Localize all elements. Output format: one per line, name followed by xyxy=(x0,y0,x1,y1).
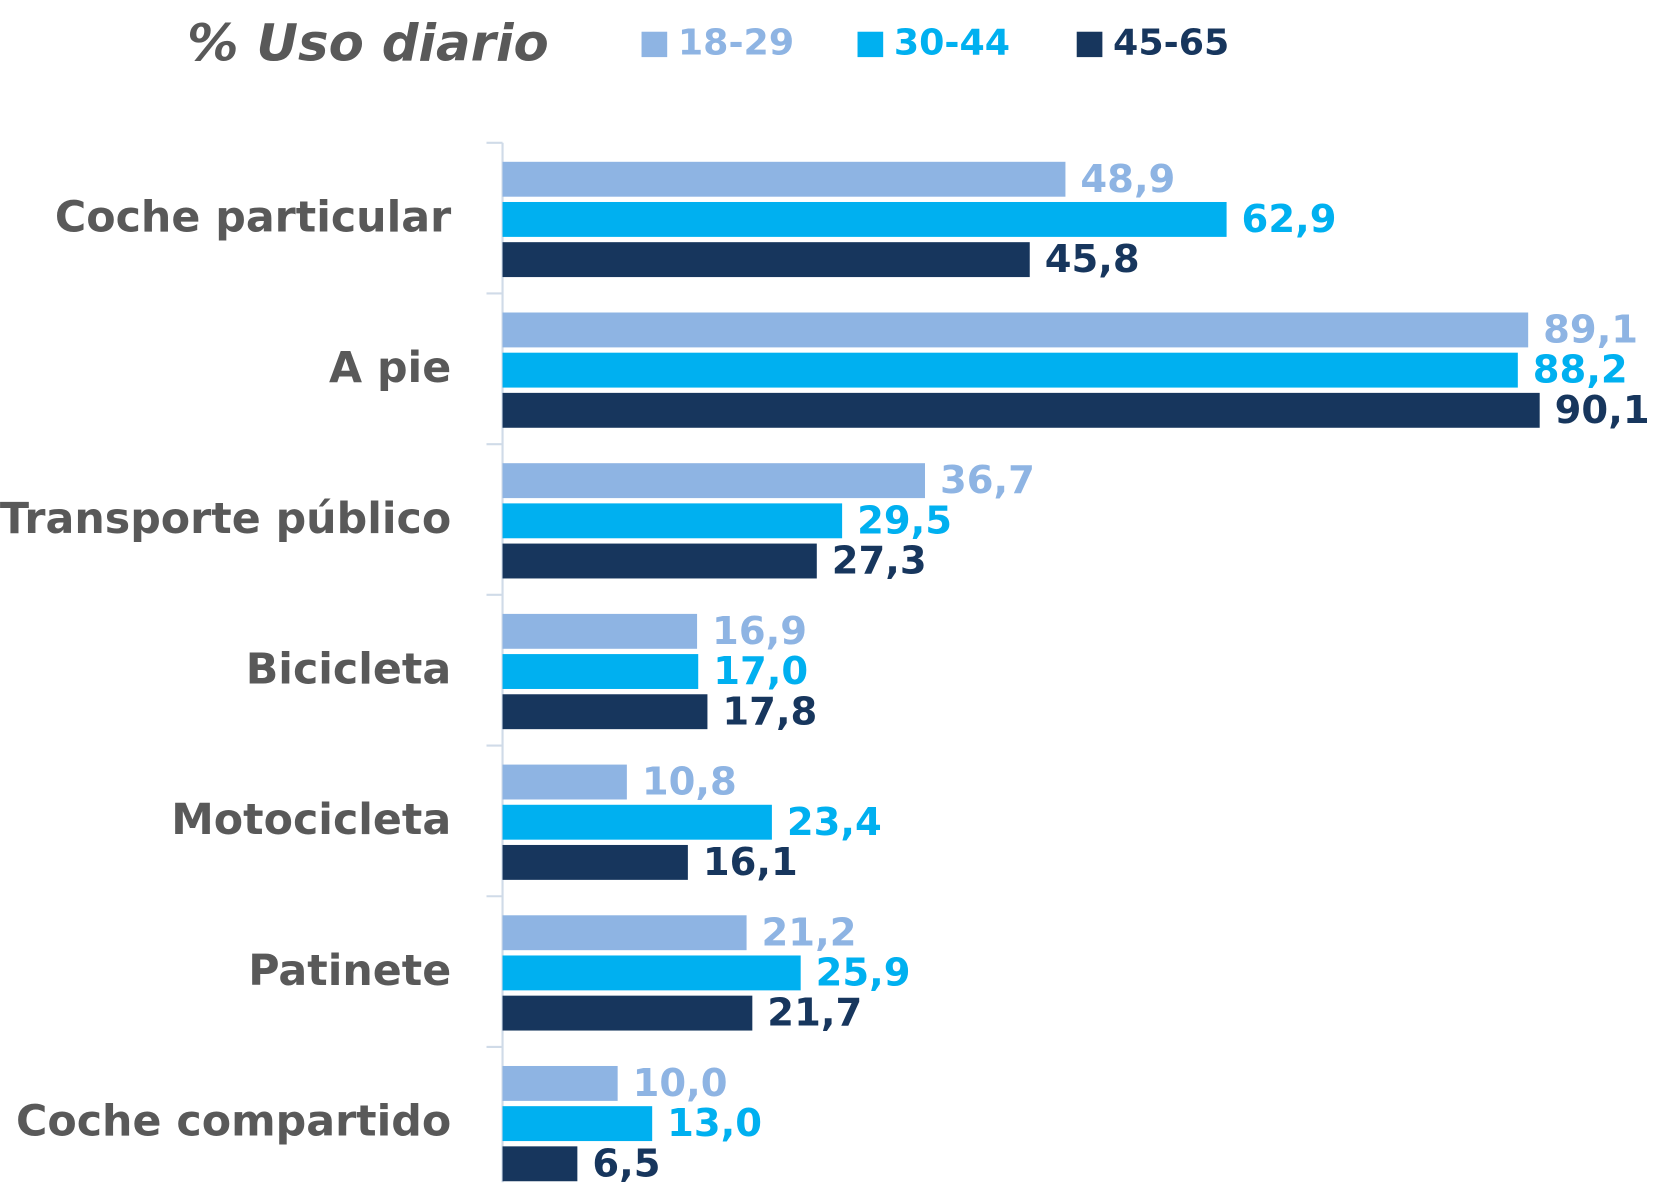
value-label: 13,0 xyxy=(667,1101,762,1146)
bar xyxy=(502,463,925,499)
y-tick-label: Patinete xyxy=(248,947,451,996)
chart-title: % Uso diario xyxy=(187,15,549,74)
bar xyxy=(502,392,1540,428)
value-label: 62,9 xyxy=(1242,197,1337,242)
value-label: 48,9 xyxy=(1080,157,1175,202)
value-label: 16,9 xyxy=(712,609,807,654)
bar xyxy=(502,543,817,579)
value-label: 21,2 xyxy=(762,910,857,955)
value-label: 89,1 xyxy=(1543,308,1638,353)
legend-label: 30-44 xyxy=(894,21,1010,64)
bar xyxy=(502,613,698,649)
legend-swatch xyxy=(641,31,668,58)
y-tick-label: Coche compartido xyxy=(16,1098,451,1147)
value-label: 17,8 xyxy=(722,689,817,734)
bar xyxy=(502,804,772,840)
legend-swatch xyxy=(1076,31,1103,58)
legend-label: 45-65 xyxy=(1113,21,1229,64)
bar xyxy=(502,915,747,951)
bar xyxy=(502,764,627,800)
bar xyxy=(502,654,699,689)
value-label: 21,7 xyxy=(767,991,862,1036)
value-label: 36,7 xyxy=(940,458,1035,503)
value-label: 88,2 xyxy=(1533,348,1628,393)
bar xyxy=(502,161,1066,197)
bar xyxy=(502,844,688,880)
value-label: 23,4 xyxy=(787,800,882,845)
value-label: 6,5 xyxy=(592,1142,660,1187)
bar xyxy=(502,694,708,730)
legend-label: 18-29 xyxy=(678,21,794,64)
bar xyxy=(502,201,1227,237)
legend-swatch xyxy=(857,31,884,58)
bar xyxy=(502,242,1030,278)
y-tick-label: Transporte público xyxy=(0,495,451,544)
y-tick-label: Coche particular xyxy=(55,194,451,243)
bar xyxy=(502,995,753,1031)
bar xyxy=(502,955,801,991)
bar xyxy=(502,1146,578,1182)
bar xyxy=(502,503,843,539)
bar xyxy=(502,312,1529,348)
value-label: 10,0 xyxy=(633,1061,728,1106)
bar xyxy=(502,1106,653,1142)
y-tick-label: A pie xyxy=(329,344,451,393)
value-label: 29,5 xyxy=(857,499,952,544)
value-label: 17,0 xyxy=(713,649,808,694)
y-tick-label: Motocicleta xyxy=(171,796,451,845)
value-label: 27,3 xyxy=(832,539,927,584)
value-label: 16,1 xyxy=(703,840,798,885)
value-label: 25,9 xyxy=(816,951,911,996)
bar xyxy=(502,1065,618,1101)
value-label: 45,8 xyxy=(1045,237,1140,282)
value-label: 10,8 xyxy=(642,760,737,805)
y-tick-label: Bicicleta xyxy=(246,646,452,695)
bar xyxy=(502,352,1518,388)
value-label: 90,1 xyxy=(1555,388,1650,433)
